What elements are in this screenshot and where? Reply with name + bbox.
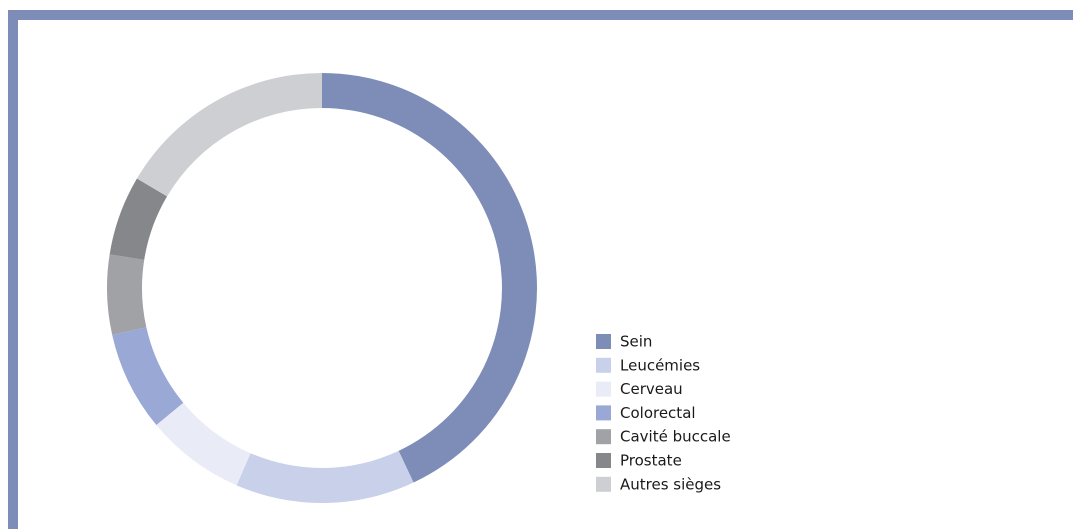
donut-segment: [109, 178, 168, 260]
donut-segment: [322, 73, 538, 483]
left-bar: [8, 10, 18, 529]
legend-label: Leucémies: [620, 356, 700, 374]
top-bar: [8, 10, 1073, 20]
legend-swatch: [596, 453, 611, 468]
donut-segment: [107, 254, 147, 335]
legend-label: Colorectal: [620, 404, 696, 422]
legend-swatch: [596, 405, 611, 421]
legend-swatch: [596, 429, 611, 445]
donut-segment: [112, 327, 184, 426]
legend-label: Prostate: [620, 452, 682, 470]
legend-label: Cavité buccale: [620, 428, 731, 446]
legend-swatch: [596, 476, 611, 492]
legend-swatch: [596, 381, 611, 397]
legend-label: Autres sièges: [620, 475, 721, 493]
donut-segment: [236, 450, 414, 503]
legend-label: Cerveau: [620, 380, 683, 398]
legend-label: Sein: [620, 333, 652, 351]
donut-segment: [136, 73, 322, 197]
legend-swatch: [596, 357, 611, 373]
donut-segment: [156, 402, 251, 486]
legend-swatch: [596, 334, 611, 349]
